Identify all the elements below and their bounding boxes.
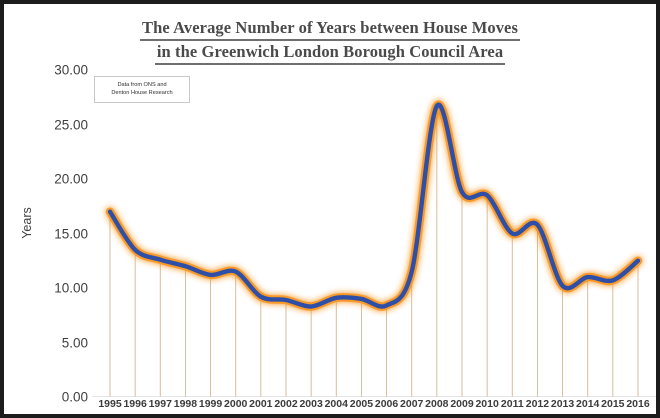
x-tick-label: 2000 [224, 398, 248, 410]
x-tick-label: 2001 [249, 398, 273, 410]
data-point[interactable] [584, 273, 592, 281]
data-point[interactable] [533, 221, 541, 229]
page-title: The Average Number of Years between Hous… [4, 17, 656, 65]
x-tick-label: 1995 [98, 398, 122, 410]
data-point[interactable] [433, 102, 441, 110]
data-point[interactable] [257, 293, 265, 301]
x-tick-label: 2006 [374, 398, 399, 410]
x-tick-label: 2011 [500, 398, 524, 410]
x-tick-label: 2005 [349, 398, 374, 410]
title-line-1: The Average Number of Years between Hous… [139, 17, 521, 41]
data-point[interactable] [156, 256, 164, 264]
data-point[interactable] [383, 301, 391, 309]
x-tick-label: 2003 [299, 398, 323, 410]
x-tick-label: 2004 [324, 398, 348, 410]
x-tick-label: 2002 [274, 398, 298, 410]
x-tick-label: 1999 [198, 398, 223, 410]
x-axis: 1995 1996 1997 1998 1999 2000 2001 2002 2003 2004… [92, 398, 656, 414]
x-tick-label: 2007 [400, 398, 424, 410]
y-tick-label: 25.00 [54, 117, 88, 132]
data-point[interactable] [106, 208, 114, 216]
data-point[interactable] [357, 295, 365, 303]
data-point[interactable] [332, 294, 340, 302]
y-tick-label: 15.00 [54, 226, 88, 241]
series-line [107, 102, 641, 309]
y-tick-label: 10.00 [54, 280, 88, 296]
x-tick-label: 2010 [475, 398, 499, 410]
data-point[interactable] [207, 271, 215, 279]
x-tick-label: 2016 [626, 398, 650, 410]
data-point[interactable] [232, 268, 240, 276]
data-point[interactable] [282, 296, 290, 304]
data-point[interactable] [559, 282, 567, 290]
line-chart-svg [92, 100, 656, 397]
y-axis-title: Years [20, 207, 34, 239]
data-point[interactable] [181, 262, 189, 270]
x-tick-label: 2013 [550, 398, 575, 410]
x-tick-label: 2014 [576, 398, 600, 410]
data-point[interactable] [408, 268, 416, 276]
droplines-group [109, 109, 639, 397]
y-tick-label: 5.00 [61, 335, 88, 350]
x-tick-label: 2015 [601, 398, 625, 410]
source-note-box: Data from ONS and Denton House Research [94, 76, 190, 103]
title-line-2: in the Greenwich London Borough Council … [154, 41, 506, 65]
data-point[interactable] [483, 191, 491, 199]
x-tick-label: 2009 [450, 398, 474, 410]
y-tick-label: 30.00 [54, 62, 88, 78]
plot-area [92, 70, 656, 397]
x-tick-label: 1996 [123, 398, 147, 410]
source-note-line-1: Data from ONS and [117, 82, 167, 88]
x-tick-label: 2012 [525, 398, 550, 410]
x-tick-label: 1998 [173, 398, 198, 410]
x-tick-label: 2008 [425, 398, 449, 410]
y-tick-label: 0.00 [61, 389, 88, 405]
source-note-line-2: Denton House Research [111, 90, 173, 96]
y-axis: 0.00 5.00 10.00 15.00 20.00 25.00 30.00 [22, 63, 88, 405]
data-point[interactable] [609, 276, 617, 284]
data-point[interactable] [307, 303, 315, 311]
data-point[interactable] [508, 230, 516, 238]
y-tick-label: 20.00 [54, 171, 88, 187]
data-point[interactable] [634, 257, 642, 265]
data-point[interactable] [458, 188, 466, 196]
data-point[interactable] [131, 246, 139, 254]
x-tick-label: 1997 [148, 398, 172, 410]
